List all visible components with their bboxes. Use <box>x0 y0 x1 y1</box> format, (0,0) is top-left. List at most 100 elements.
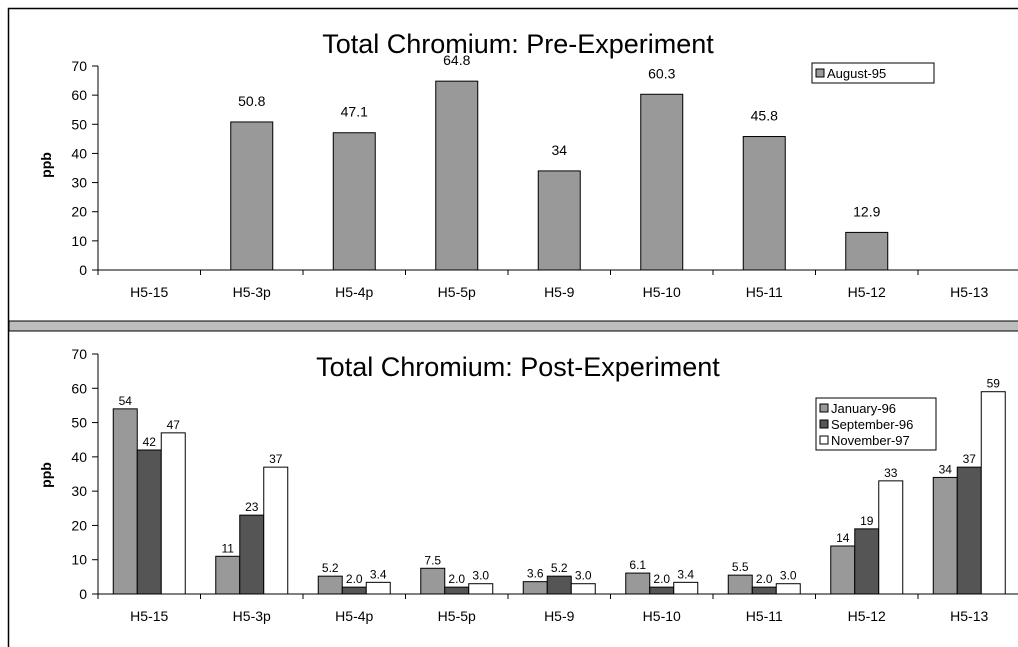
bar <box>317 575 343 595</box>
data-label: 3.0 <box>575 569 592 583</box>
bar <box>522 581 548 595</box>
data-label: 6.1 <box>629 558 646 572</box>
bar <box>435 80 479 271</box>
bar <box>215 555 241 595</box>
x-tick-label: H5-3p <box>233 608 271 624</box>
data-label: 3.6 <box>527 567 544 581</box>
chart-title: Total Chromium: Pre-Experiment <box>322 29 714 59</box>
x-tick-label: H5-12 <box>848 608 886 624</box>
y-tick-label: 10 <box>71 552 87 568</box>
y-tick-label: 10 <box>71 233 87 249</box>
chart-pre-experiment: Total Chromium: Pre-Experiment ppb 0 10 20… <box>38 29 1018 300</box>
x-tick-label: H5-15 <box>130 284 168 300</box>
x-tick-label: H5-9 <box>544 608 575 624</box>
legend-swatch <box>819 403 829 413</box>
data-label: 5.2 <box>322 561 339 575</box>
data-label: 12.9 <box>853 203 880 219</box>
y-tick-label: 20 <box>71 204 87 220</box>
bar <box>775 583 801 595</box>
x-tick-label: H5-4p <box>335 608 373 624</box>
x-tick-label: H5-4p <box>335 284 373 300</box>
data-label: 42 <box>143 435 157 449</box>
x-tick-label: H5-3p <box>233 284 271 300</box>
y-tick-label: 20 <box>71 517 87 533</box>
data-label: 2.0 <box>653 572 670 586</box>
bar <box>751 586 777 595</box>
data-label: 64.8 <box>443 52 470 68</box>
x-tick-label: H5-5p <box>438 284 476 300</box>
data-label: 45.8 <box>751 108 778 124</box>
bar <box>932 476 958 595</box>
data-label: 2.0 <box>346 572 363 586</box>
legend-label: August-95 <box>827 66 886 81</box>
y-tick-label: 40 <box>71 449 87 465</box>
legend-box <box>811 62 935 84</box>
data-label: 2.0 <box>448 572 465 586</box>
legend-box <box>815 397 937 451</box>
x-tick-label: H5-11 <box>746 284 783 300</box>
x-tick-label: H5-13 <box>950 284 988 300</box>
bar <box>332 132 376 271</box>
y-tick-label: 70 <box>71 58 87 74</box>
y-tick-label: 60 <box>71 380 87 396</box>
y-tick-label: 40 <box>71 145 87 161</box>
bar <box>742 136 786 271</box>
y-tick-label: 50 <box>71 415 87 431</box>
bar <box>546 575 572 595</box>
legend-swatch <box>819 419 829 429</box>
bar <box>830 545 856 595</box>
x-tick-label: H5-13 <box>950 608 988 624</box>
legend-swatch <box>819 435 829 445</box>
data-label: 5.2 <box>551 561 568 575</box>
data-label: 37 <box>269 452 283 466</box>
y-tick-label: 70 <box>71 346 87 362</box>
x-tick-label: H5-9 <box>544 284 575 300</box>
bar <box>112 408 138 595</box>
bar <box>444 586 470 595</box>
data-label: 47 <box>167 418 181 432</box>
y-tick-label: 0 <box>79 262 87 278</box>
legend-swatch <box>815 68 825 78</box>
bar <box>230 121 274 271</box>
figure-border <box>7 7 1018 647</box>
data-label: 5.5 <box>732 560 749 574</box>
y-tick-label: 50 <box>71 116 87 132</box>
data-label: 7.5 <box>424 553 441 567</box>
chart-title: Total Chromium: Post-Experiment <box>316 352 720 382</box>
bar <box>341 586 367 595</box>
legend-label: November-97 <box>831 433 910 448</box>
bar <box>420 567 446 595</box>
bar <box>956 466 982 595</box>
data-label: 37 <box>963 452 977 466</box>
bar <box>263 466 289 595</box>
legend: August-95 <box>811 62 935 84</box>
y-axis-label: ppb <box>38 152 54 178</box>
bar <box>365 581 391 595</box>
x-tick-label: H5-10 <box>643 284 681 300</box>
y-tick-label: 60 <box>71 87 87 103</box>
bar <box>570 583 596 595</box>
data-label: 11 <box>222 541 235 555</box>
x-tick-label: H5-10 <box>643 608 681 624</box>
bar <box>878 480 904 595</box>
panel-separator <box>8 320 1018 332</box>
data-label: 60.3 <box>648 65 675 81</box>
data-label: 3.0 <box>780 569 797 583</box>
data-label: 34 <box>939 462 953 476</box>
data-label: 50.8 <box>238 93 265 109</box>
data-label: 2.0 <box>756 572 773 586</box>
bar <box>537 170 581 271</box>
x-tick-label: H5-12 <box>848 284 886 300</box>
data-label: 59 <box>987 377 1001 391</box>
x-tick-label: H5-11 <box>746 608 783 624</box>
data-label: 34 <box>551 142 567 158</box>
data-label: 14 <box>836 531 850 545</box>
bar <box>239 514 265 595</box>
data-label: 54 <box>119 394 133 408</box>
data-label: 47.1 <box>341 104 368 120</box>
bar <box>640 93 684 271</box>
y-axis-label: ppb <box>38 462 54 488</box>
data-label: 3.4 <box>677 567 694 581</box>
